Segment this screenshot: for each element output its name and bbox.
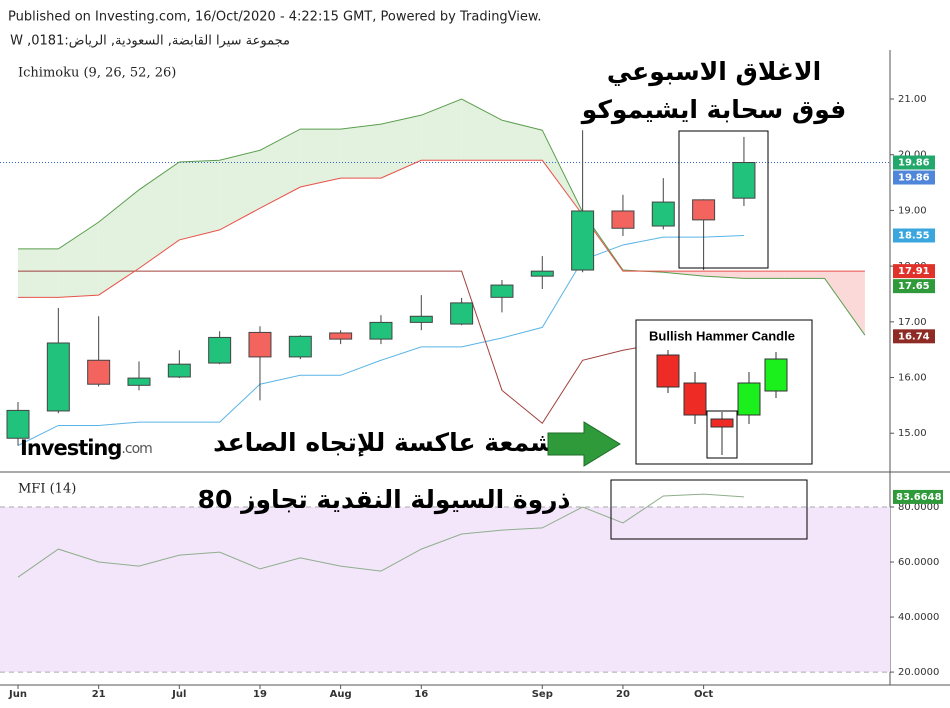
inset-box [635, 319, 813, 465]
price-tag-label: 17.91 [898, 266, 930, 277]
mfi-tag [893, 489, 943, 504]
candle-body [288, 335, 312, 358]
mfi-band [0, 507, 890, 673]
x-tick-label: 20 [616, 689, 630, 700]
y-tick-label: 15.00 [898, 428, 927, 439]
candle-body [732, 162, 756, 199]
price-tag-label: 19.86 [898, 173, 930, 184]
price-tag [893, 279, 935, 294]
indicator-line [18, 159, 865, 298]
candle-body [490, 284, 514, 298]
candle-body [611, 210, 635, 229]
highlight-box [610, 479, 808, 540]
y-tick-label: 60.0000 [898, 557, 939, 568]
candle-body [329, 332, 353, 340]
logo-suffix: .com [121, 441, 152, 457]
y-tick-label: 80.0000 [898, 502, 939, 513]
published: Published on Investing.com, 16/Oct/2020 … [8, 10, 541, 25]
cloud [501, 120, 543, 161]
price-tag [893, 155, 935, 170]
price-tag-label: 17.65 [898, 281, 930, 292]
y-tick-label: 19.00 [898, 205, 927, 216]
cloud [98, 189, 139, 296]
cloud [58, 222, 99, 298]
x-tick-label: Jul [171, 689, 186, 700]
mfi-tag-label: 83.6648 [896, 492, 942, 503]
candle-body [46, 342, 70, 412]
candle-body [571, 210, 595, 271]
logo: Investing.com [20, 436, 152, 460]
cloud [824, 271, 865, 336]
cloud [421, 99, 462, 161]
cloud [784, 271, 825, 279]
candle-body [409, 315, 433, 323]
y-tick-label: 17.00 [898, 317, 927, 328]
price-tag-label: 16.74 [898, 331, 930, 342]
price-tag-label: 18.55 [898, 230, 930, 241]
price-tag [893, 329, 935, 344]
x-tick-label: 19 [253, 689, 267, 700]
inset-candle [710, 418, 734, 428]
cloud [461, 99, 502, 161]
candle-body [530, 270, 554, 277]
highlight-box [678, 130, 769, 269]
inset-candle [764, 358, 788, 392]
cloud [18, 248, 59, 298]
indicator-line [18, 270, 744, 424]
x-tick-label: 21 [92, 689, 106, 700]
inset-title: Bullish Hammer Candle [649, 328, 795, 343]
inset-highlight [706, 410, 738, 459]
cloud [259, 129, 301, 209]
candle-body [6, 409, 30, 439]
cloud [300, 129, 341, 188]
candle-body [127, 377, 151, 386]
y-tick-label: 20.0000 [898, 667, 939, 678]
inset-candle [656, 354, 680, 388]
instrument: مجموعة سيرا القابضة, السعودية, الرياض:01… [10, 34, 290, 49]
inset-candle [683, 382, 707, 416]
candle-body [692, 199, 716, 221]
annotation: الاغلاق الاسبوعي [607, 57, 821, 87]
y-tick-label: 16.00 [898, 373, 927, 384]
price-tag-label: 19.86 [898, 158, 930, 169]
logo-main: Investing [20, 436, 121, 460]
candle-body [651, 201, 675, 227]
cloud [743, 271, 785, 279]
y-tick-label: 40.0000 [898, 612, 939, 623]
price-tag [893, 170, 935, 185]
candle-body [167, 363, 191, 378]
cloud [340, 124, 381, 179]
cloud [219, 150, 260, 230]
indicator-line [18, 98, 866, 336]
y-tick-label: 21.00 [898, 94, 927, 105]
hammer-inset: Bullish Hammer Candle [635, 319, 813, 465]
x-tick-label: Jun [8, 689, 27, 700]
x-tick-label: 16 [414, 689, 428, 700]
mfi-label: MFI (14) [18, 482, 76, 497]
inset-candle [737, 382, 761, 416]
x-tick-label: Oct [694, 689, 713, 700]
y-tick-label: 20.00 [898, 150, 927, 161]
candle-body [369, 321, 393, 340]
indicator-label: Ichimoku (9, 26, 52, 26) [18, 66, 176, 81]
annotation: فوق سحابة ايشيموكو [580, 95, 847, 125]
candle-body [208, 336, 232, 364]
candle-body [248, 331, 272, 358]
cloud [138, 161, 180, 269]
candle-body [450, 302, 474, 325]
x-tick-label: Sep [532, 689, 553, 700]
indicator-line [17, 234, 744, 446]
arrow [547, 421, 621, 467]
candle-body [87, 359, 111, 385]
price-tag [893, 264, 935, 279]
annotation: ذروة السيولة النقدية تجاوز 80 [198, 485, 571, 515]
price-tag [893, 228, 935, 243]
mfi-line [17, 493, 744, 578]
x-tick-label: Aug [330, 689, 352, 700]
annotation: شمعة عاكسة للإتجاه الصاعد [213, 428, 555, 457]
cloud [179, 160, 220, 240]
